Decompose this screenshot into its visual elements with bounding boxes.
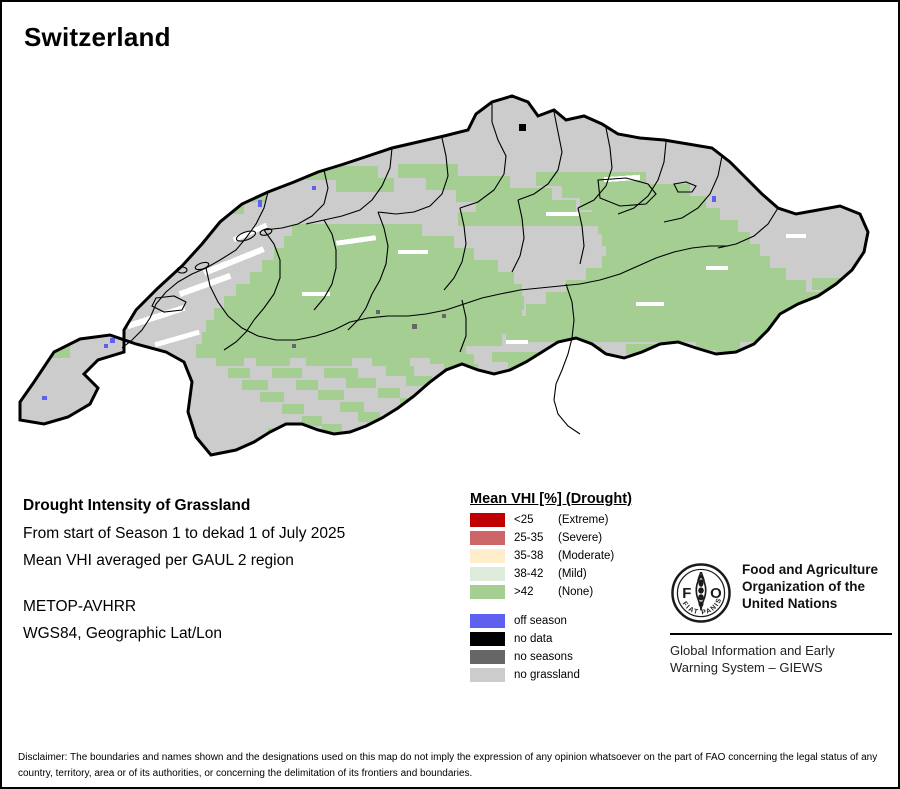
map-legend: Mean VHI [%] (Drought) <25 (Extreme) 25-… [470,491,700,684]
legend-spacer [470,601,700,612]
fao-divider [670,633,892,635]
legend-item-severe: 25-35 (Severe) [470,529,700,546]
map-raster-layer [20,96,868,455]
legend-item-mild: 38-42 (Mild) [470,565,700,582]
map-canvas[interactable] [6,52,896,482]
giews-line2: Warning System – GIEWS [670,659,823,675]
fao-logo-icon: F A O FIAT PANIS [671,563,731,623]
legend-swatch-severe [470,530,505,545]
giews-line1: Global Information and Early [670,643,835,658]
page-title: Switzerland [24,22,171,52]
legend-range-severe: 25-35 [514,531,544,544]
fao-org-line1: Food and Agriculture [742,562,878,577]
fao-org-line3: United Nations [742,595,838,611]
info-heading: Drought Intensity of Grassland [23,497,251,514]
legend-item-moderate: 35-38 (Moderate) [470,547,700,564]
legend-desc-moderate: (Moderate) [558,549,615,562]
map-info-block: Drought Intensity of Grassland From star… [23,498,453,654]
legend-range-mild: 38-42 [514,567,544,580]
raster-water-cells [126,174,806,418]
info-aggregation: Mean VHI averaged per GAUL 2 region [23,552,294,569]
svg-text:A: A [697,571,706,584]
legend-title: Mean VHI [%] (Drought) [470,491,632,507]
svg-text:O: O [710,586,722,602]
legend-swatch-mild [470,566,505,581]
legend-range-extreme: <25 [514,513,534,526]
national-boundary [18,94,870,457]
legend-label-no-grassland: no grassland [514,668,580,681]
admin-boundaries [121,102,779,435]
legend-swatch-no-data [470,631,505,646]
legend-swatch-off-season [470,613,505,628]
info-spacer [23,581,453,599]
giews-name: Global Information and Early Warning Sys… [670,643,892,677]
legend-item-off-season: off season [470,612,700,629]
fao-organization-name: Food and Agriculture Organization of the… [742,562,878,613]
fao-branding: F A O FIAT PANIS Food and Agriculture Or… [670,562,892,677]
raster-no-data-cells [519,124,526,131]
legend-range-moderate: 35-38 [514,549,544,562]
legend-swatch-none [470,584,505,599]
raster-no-seasons-cells [292,310,446,348]
legend-swatch-no-grassland [470,667,505,682]
info-projection: WGS84, Geographic Lat/Lon [23,625,223,642]
legend-item-no-seasons: no seasons [470,648,700,665]
legend-item-extreme: <25 (Extreme) [470,511,700,528]
legend-swatch-no-seasons [470,649,505,664]
fao-org-line2: Organization of the [742,578,865,594]
legend-label-no-data: no data [514,632,553,645]
switzerland-map[interactable] [6,52,896,482]
legend-swatch-moderate [470,548,505,563]
legend-desc-severe: (Severe) [558,531,603,544]
info-period: From start of Season 1 to dekad 1 of Jul… [23,524,346,542]
legend-desc-none: (None) [558,585,594,598]
legend-desc-mild: (Mild) [558,567,587,580]
legend-item-none: >42 (None) [470,583,700,600]
disclaimer-text: Disclaimer: The boundaries and names sho… [18,752,878,779]
legend-swatch-extreme [470,512,505,527]
legend-item-no-grassland: no grassland [470,666,700,683]
legend-label-off-season: off season [514,614,567,627]
legend-desc-extreme: (Extreme) [558,513,609,526]
legend-label-no-seasons: no seasons [514,650,573,663]
legend-item-no-data: no data [470,630,700,647]
svg-text:F: F [682,586,691,602]
legend-range-none: >42 [514,585,534,598]
info-sensor: METOP-AVHRR [23,597,137,615]
